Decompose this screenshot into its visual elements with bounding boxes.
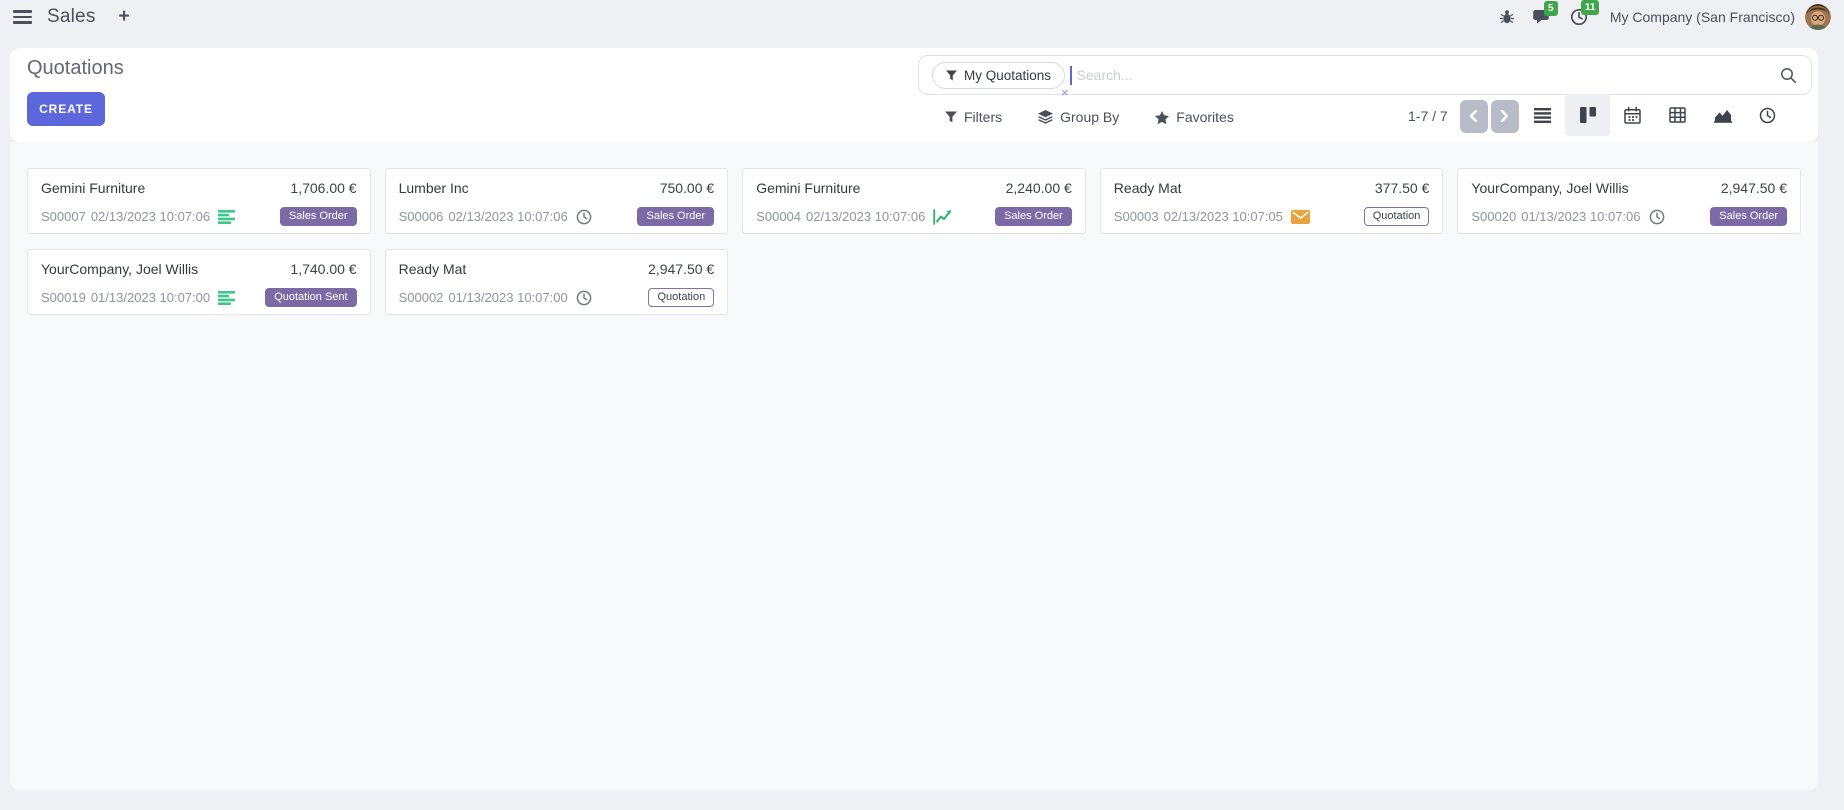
- activities-clock-icon[interactable]: 11: [1570, 0, 1600, 26]
- status-badge: Sales Order: [637, 207, 715, 226]
- envelope-icon[interactable]: [1290, 209, 1310, 224]
- card-customer: Gemini Furniture: [41, 180, 146, 196]
- line-chart-icon[interactable]: [933, 208, 952, 225]
- view-calendar-button[interactable]: [1610, 94, 1655, 136]
- card-amount: 1,706.00 €: [290, 180, 357, 196]
- quotation-card[interactable]: Ready Mat 377.50 € S00003 02/13/2023 10:…: [1099, 168, 1444, 234]
- view-pivot-button[interactable]: [1655, 94, 1700, 136]
- kanban-grid: Gemini Furniture 1,706.00 € S00007 02/13…: [27, 168, 1801, 315]
- card-reference: S00006: [398, 209, 444, 224]
- quotation-card[interactable]: YourCompany, Joel Willis 1,740.00 € S000…: [27, 249, 371, 315]
- pager: 1-7 / 7: [1408, 96, 1519, 136]
- view-list-button[interactable]: [1520, 94, 1565, 136]
- card-reference: S00020: [1471, 209, 1517, 224]
- clock-icon[interactable]: [1649, 209, 1665, 225]
- view-graph-button[interactable]: [1700, 94, 1745, 136]
- kanban-view-icon: [1579, 107, 1596, 123]
- status-badge: Sales Order: [995, 207, 1072, 226]
- quotation-card[interactable]: Ready Mat 2,947.50 € S00002 01/13/2023 1…: [384, 249, 729, 315]
- filter-funnel-icon: [945, 111, 957, 123]
- card-amount: 2,240.00 €: [1005, 180, 1072, 196]
- card-datetime: 01/13/2023 10:07:00: [90, 290, 211, 305]
- view-switcher: [1520, 94, 1790, 136]
- card-amount: 2,947.50 €: [648, 261, 715, 277]
- card-datetime: 01/13/2023 10:07:00: [448, 290, 568, 305]
- card-datetime: 02/13/2023 10:07:06: [90, 209, 211, 224]
- card-customer: Ready Mat: [1113, 180, 1182, 196]
- favorites-button[interactable]: Favorites: [1155, 109, 1234, 125]
- search-facet-my-quotations[interactable]: My Quotations: [932, 61, 1066, 89]
- pager-range: 1-7 / 7: [1408, 108, 1448, 124]
- facet-remove-icon[interactable]: ×: [1061, 85, 1069, 100]
- star-icon: [1155, 110, 1170, 124]
- status-badge: Quotation: [648, 288, 715, 307]
- search-options: Filters Group By Favorites: [945, 98, 1234, 136]
- card-datetime: 02/13/2023 10:07:06: [448, 209, 568, 224]
- graph-view-icon: [1713, 109, 1732, 123]
- card-customer: YourCompany, Joel Willis: [41, 261, 199, 277]
- group-by-button[interactable]: Group By: [1038, 109, 1119, 125]
- create-button[interactable]: CREATE: [27, 92, 105, 126]
- hamburger-menu-icon[interactable]: [13, 10, 32, 24]
- card-customer: Lumber Inc: [398, 180, 469, 196]
- status-badge: Sales Order: [279, 207, 357, 226]
- list-view-icon: [1534, 108, 1551, 123]
- quotation-card[interactable]: Lumber Inc 750.00 € S00006 02/13/2023 10…: [384, 168, 729, 234]
- pager-previous-button[interactable]: [1459, 99, 1488, 133]
- activity-lines-icon[interactable]: [218, 290, 236, 305]
- activity-lines-icon[interactable]: [218, 209, 236, 224]
- company-name[interactable]: My Company (San Francisco): [1609, 9, 1795, 25]
- status-badge: Sales Order: [1710, 207, 1787, 226]
- card-reference: S00019: [41, 290, 86, 305]
- messages-icon[interactable]: 5: [1533, 0, 1558, 26]
- debug-bug-icon[interactable]: [1499, 9, 1515, 25]
- top-navbar: Sales + 5 11 My Company (San Francisco): [0, 0, 1844, 34]
- kanban-view: Gemini Furniture 1,706.00 € S00007 02/13…: [10, 142, 1818, 790]
- card-amount: 2,947.50 €: [1720, 180, 1787, 196]
- pivot-view-icon: [1669, 107, 1686, 123]
- messages-count-badge: 5: [1543, 0, 1558, 16]
- chevron-right-icon: [1501, 110, 1509, 122]
- calendar-view-icon: [1624, 106, 1641, 124]
- card-reference: S00004: [756, 209, 802, 224]
- filter-funnel-icon: [946, 69, 957, 81]
- chevron-left-icon: [1470, 110, 1478, 122]
- status-badge: Quotation: [1363, 207, 1430, 226]
- card-customer: YourCompany, Joel Willis: [1471, 180, 1629, 196]
- search-icon[interactable]: [1780, 67, 1797, 84]
- card-amount: 377.50 €: [1374, 180, 1430, 196]
- quotation-card[interactable]: YourCompany, Joel Willis 2,947.50 € S000…: [1457, 168, 1801, 234]
- facet-label: My Quotations: [964, 67, 1052, 83]
- search-bar[interactable]: My Quotations ×: [918, 55, 1812, 99]
- clock-icon[interactable]: [576, 290, 592, 306]
- filters-button[interactable]: Filters: [945, 109, 1002, 125]
- card-datetime: 02/13/2023 10:07:05: [1163, 209, 1283, 224]
- page-title: Quotations: [27, 57, 124, 79]
- view-activity-button[interactable]: [1745, 94, 1790, 136]
- card-reference: S00002: [398, 290, 444, 305]
- text-cursor: [1070, 65, 1072, 85]
- app-name[interactable]: Sales: [47, 6, 96, 27]
- card-customer: Gemini Furniture: [756, 180, 861, 196]
- plus-icon[interactable]: +: [118, 6, 130, 27]
- card-datetime: 02/13/2023 10:07:06: [806, 209, 926, 224]
- control-panel: Quotations CREATE My Quotations × Filter…: [10, 48, 1818, 142]
- quotation-card[interactable]: Gemini Furniture 1,706.00 € S00007 02/13…: [27, 168, 371, 234]
- card-amount: 750.00 €: [659, 180, 715, 196]
- pager-next-button[interactable]: [1490, 99, 1519, 133]
- user-avatar[interactable]: [1805, 4, 1831, 30]
- card-customer: Ready Mat: [398, 261, 467, 277]
- search-input[interactable]: [1076, 67, 1780, 83]
- card-reference: S00003: [1113, 209, 1159, 224]
- view-kanban-button[interactable]: [1565, 94, 1610, 136]
- card-datetime: 01/13/2023 10:07:06: [1521, 209, 1641, 224]
- layers-icon: [1038, 110, 1054, 124]
- card-amount: 1,740.00 €: [290, 261, 357, 277]
- status-badge: Quotation Sent: [265, 288, 357, 307]
- card-reference: S00007: [41, 209, 86, 224]
- activities-count-badge: 11: [1580, 0, 1600, 15]
- activity-view-icon: [1759, 107, 1776, 123]
- quotation-card[interactable]: Gemini Furniture 2,240.00 € S00004 02/13…: [742, 168, 1086, 234]
- clock-icon[interactable]: [576, 209, 592, 225]
